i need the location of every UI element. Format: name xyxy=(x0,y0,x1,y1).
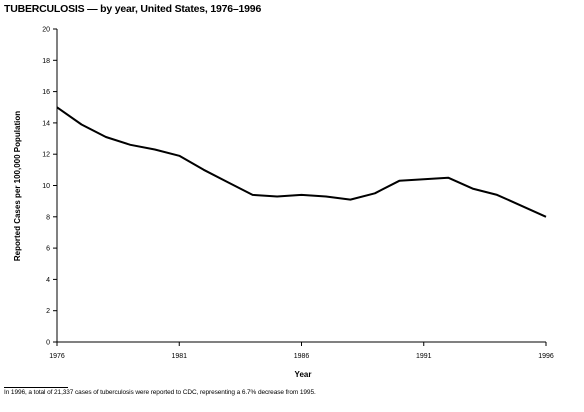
chart-axes xyxy=(56,29,546,343)
x-tick-label: 1996 xyxy=(538,353,554,360)
y-tick-label: 20 xyxy=(42,27,50,34)
y-tick-label: 14 xyxy=(42,120,50,127)
series-line-0 xyxy=(56,106,547,218)
y-axis-ticks: 0 2 4 6 8 10 12 14 16 18 20 xyxy=(42,27,57,347)
y-tick-label: 8 xyxy=(46,214,50,221)
x-tick-label: 1976 xyxy=(49,353,65,360)
y-tick-label: 10 xyxy=(42,183,50,190)
x-tick-label: 1986 xyxy=(294,353,310,360)
y-tick-label: 6 xyxy=(46,246,50,253)
y-tick-label: 0 xyxy=(46,340,50,347)
y-tick-label: 16 xyxy=(42,89,50,96)
chart-title: TUBERCULOSIS — by year, United States, 1… xyxy=(4,3,262,15)
x-tick-label: 1991 xyxy=(416,353,432,360)
y-tick-label: 18 xyxy=(42,58,50,65)
footnote: In 1996, a total of 21,337 cases of tube… xyxy=(4,389,316,396)
y-axis-title: Reported Cases per 100,000 Population xyxy=(13,111,22,261)
x-axis-ticks: 1976 1981 1986 1991 1996 xyxy=(49,342,554,360)
x-tick-label: 1981 xyxy=(171,353,187,360)
footnote-divider xyxy=(4,387,68,388)
y-tick-label: 2 xyxy=(46,308,50,315)
x-axis-title: Year xyxy=(295,370,312,379)
y-tick-label: 4 xyxy=(46,277,50,284)
y-tick-label: 12 xyxy=(42,152,50,159)
series-layer xyxy=(56,106,547,218)
